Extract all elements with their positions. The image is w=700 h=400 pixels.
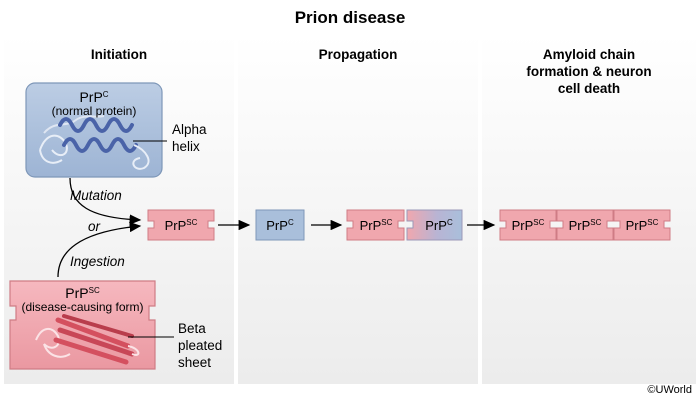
- disease-box-title: PrPSC: [10, 284, 155, 301]
- mutation-label: Mutation: [70, 188, 122, 203]
- amyloid-panel: [482, 34, 696, 384]
- beta-sheet-line1: Beta: [178, 321, 206, 336]
- propagation-heading: Propagation: [318, 47, 398, 62]
- initiation-prpsc-label: PrPSC: [151, 218, 211, 233]
- normal-box-sup: C: [102, 90, 109, 99]
- beta-sheet-line2: pleated: [178, 338, 223, 353]
- propagation-prpc-label: PrPC: [250, 218, 310, 233]
- disease-box-desc: (disease-causing form): [21, 300, 144, 314]
- alpha-helix-label: Alpha helix: [172, 121, 207, 155]
- beta-sheet-line3: sheet: [178, 355, 212, 370]
- token-sup: SC: [381, 218, 393, 227]
- token-sup: C: [446, 218, 453, 227]
- ingestion-arrow: [57, 221, 142, 278]
- mutation-arrow: [69, 177, 142, 225]
- amyloid-heading: Amyloid chain formation & neuron cell de…: [482, 46, 696, 97]
- normal-protein-box: [25, 82, 163, 178]
- converting-prpc-token: [406, 209, 463, 241]
- amyloid-token-2-label: PrPSC: [555, 218, 615, 233]
- token-base: PrP: [359, 218, 382, 233]
- normal-box-name: PrP: [79, 89, 103, 105]
- amyloid-heading-line3: cell death: [557, 81, 621, 96]
- copyright-credit: ©UWorld: [647, 384, 692, 396]
- converting-prpc-label: PrPC: [409, 218, 469, 233]
- diagram-title: Prion disease: [294, 8, 406, 27]
- disease-box-name: PrP: [65, 285, 89, 301]
- amyloid-token-2: [556, 209, 614, 241]
- normal-box-title: PrPC: [26, 88, 162, 105]
- amyloid-token-3: [613, 209, 671, 241]
- token-base: PrP: [625, 218, 648, 233]
- disease-form-box: [9, 280, 156, 370]
- amyloid-token-1: [499, 209, 557, 241]
- amyloid-heading-line2: formation & neuron: [526, 64, 652, 79]
- ingestion-label: Ingestion: [70, 254, 125, 269]
- beta-sheet-label: Beta pleated sheet: [178, 320, 222, 371]
- propagation-panel: [238, 34, 478, 384]
- initiation-heading: Initiation: [90, 47, 148, 62]
- token-sup: SC: [647, 218, 659, 227]
- token-base: PrP: [425, 218, 447, 233]
- token-base: PrP: [266, 218, 288, 233]
- or-label: or: [88, 219, 101, 234]
- conversion-prpsc-label: PrPSC: [346, 218, 406, 233]
- propagation-prpc-token: [255, 209, 305, 241]
- normal-box-desc: (normal protein): [51, 104, 137, 118]
- amyloid-token-1-label: PrPSC: [498, 218, 558, 233]
- initiation-prpsc-token: [147, 209, 215, 241]
- disease-box-sup: SC: [88, 286, 100, 295]
- token-base: PrP: [164, 218, 187, 233]
- token-sup: SC: [590, 218, 602, 227]
- alpha-helix-line2: helix: [172, 139, 200, 154]
- token-sup: SC: [533, 218, 545, 227]
- alpha-helix-line1: Alpha: [172, 122, 207, 137]
- amyloid-heading-line1: Amyloid chain: [542, 47, 636, 62]
- conversion-prpsc-token: [346, 209, 405, 241]
- token-sup: C: [287, 218, 294, 227]
- amyloid-token-3-label: PrPSC: [612, 218, 672, 233]
- token-base: PrP: [568, 218, 591, 233]
- token-base: PrP: [511, 218, 534, 233]
- token-sup: SC: [186, 218, 198, 227]
